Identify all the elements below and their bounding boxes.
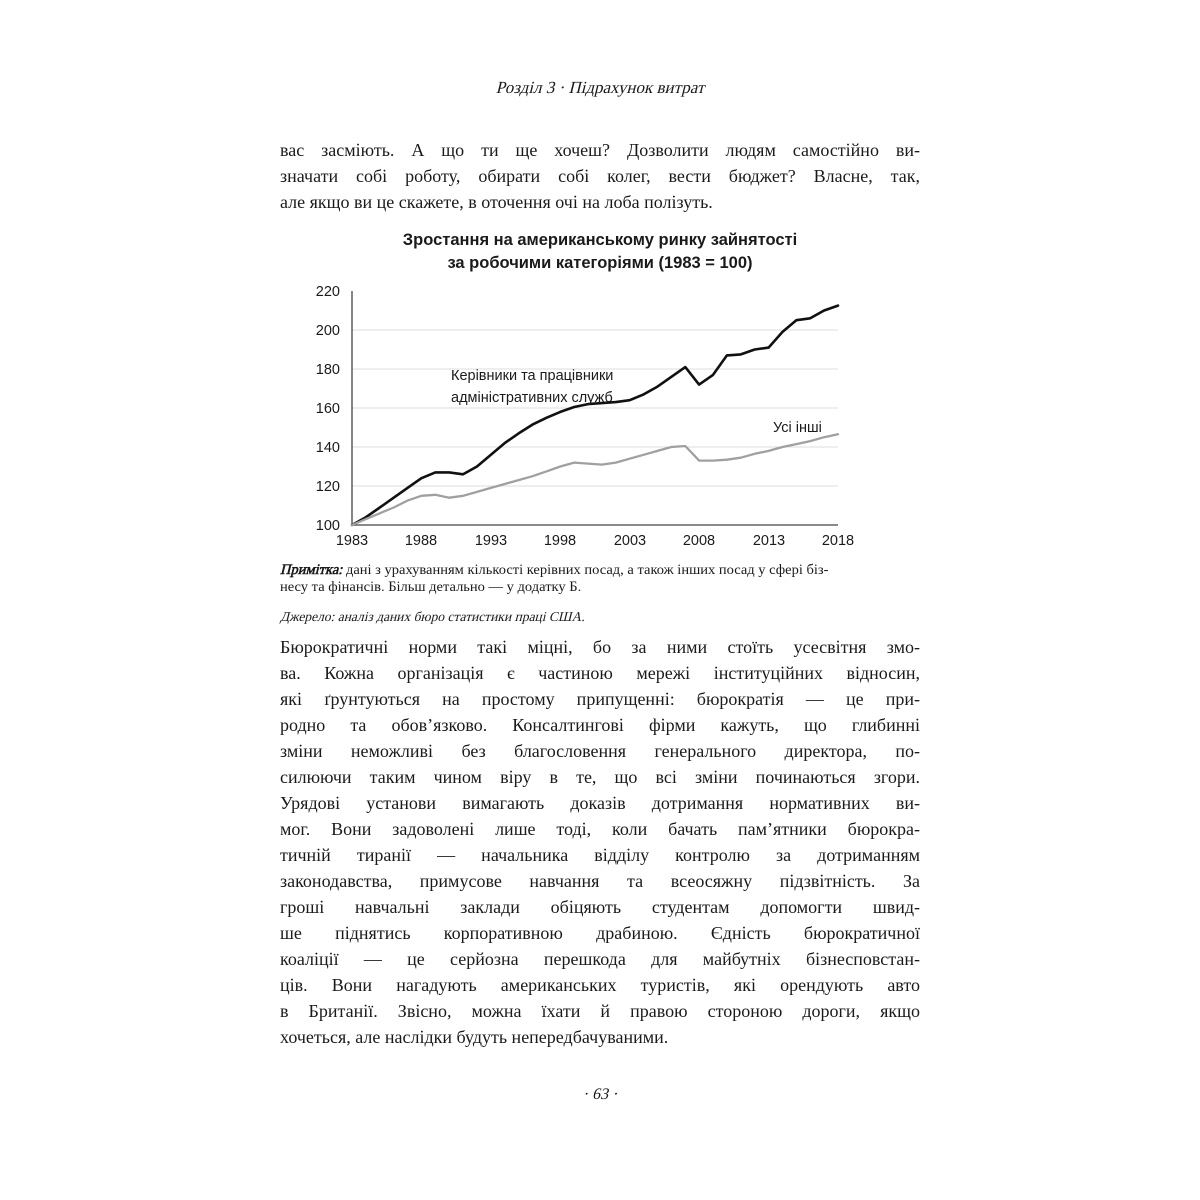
svg-text:140: 140 [316, 440, 340, 456]
svg-text:2018: 2018 [822, 533, 854, 549]
svg-text:180: 180 [316, 362, 340, 378]
svg-text:160: 160 [316, 401, 340, 417]
svg-text:2003: 2003 [614, 533, 646, 549]
svg-text:адміністративних служб: адміністративних служб [451, 390, 613, 406]
svg-text:1983: 1983 [336, 533, 368, 549]
svg-text:120: 120 [316, 479, 340, 495]
svg-text:1998: 1998 [544, 533, 576, 549]
svg-text:Усі інші: Усі інші [773, 420, 822, 436]
svg-text:1993: 1993 [475, 533, 507, 549]
svg-text:2008: 2008 [683, 533, 715, 549]
svg-text:Керівники та працівники: Керівники та працівники [451, 368, 613, 384]
svg-text:2013: 2013 [753, 533, 785, 549]
svg-text:1988: 1988 [405, 533, 437, 549]
svg-text:100: 100 [316, 518, 340, 534]
svg-text:220: 220 [316, 284, 340, 300]
svg-text:200: 200 [316, 323, 340, 339]
